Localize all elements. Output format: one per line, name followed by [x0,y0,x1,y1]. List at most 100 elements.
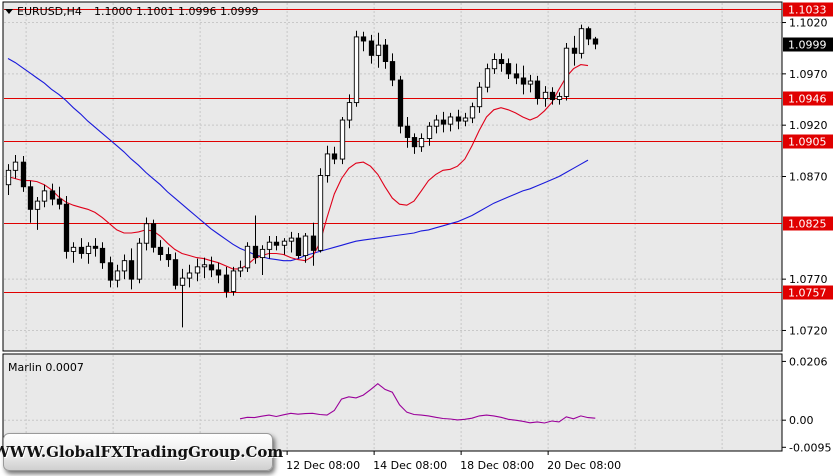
moving-average-red-line [7,64,589,270]
chart-menu-triangle-icon[interactable] [5,9,13,14]
candle-body [324,153,331,176]
candle [34,197,41,230]
candle [172,252,179,290]
candle-body [571,47,578,54]
candle-body [259,248,266,259]
level-price-label: 1.0905 [788,136,827,149]
candle-body [85,245,92,254]
candle [324,145,331,183]
candle-body [107,262,114,281]
candle-body [20,161,27,188]
candle-body [520,77,527,85]
level-price-box [783,91,833,106]
candle [99,242,106,269]
candle [513,63,520,85]
candles [5,24,599,328]
candle [462,112,469,127]
candle [56,186,63,210]
watermark-banner: WWW.GlobalFXTradingGroup.Com [0,433,283,471]
candle [368,34,375,64]
candle [288,231,295,253]
candle [571,35,578,66]
candle [215,262,222,284]
candle-body [172,259,179,286]
candle-body [230,270,237,292]
candle [382,38,389,69]
candle-body [281,240,288,246]
price-tick-label: 1.1020 [789,17,828,30]
candle [527,74,534,93]
candle [484,63,491,93]
time-axis: 12 Dec 08:00 14 Dec 08:00 18 Dec 08:00 20 D… [286,451,621,472]
price-axis: 1.1020 1.0970 1.0920 1.0870 1.0770 1.0720 1.09… [782,17,833,337]
candle [230,266,237,296]
candle-body [27,186,34,210]
candle-body [397,79,404,127]
candle [397,75,404,134]
candle-body [498,59,505,65]
candle [505,58,512,79]
level-price-box [783,134,833,149]
indicator-tick-label: 0.00 [789,414,814,427]
candle [317,168,324,253]
candle [237,260,244,278]
candle-body [375,44,382,56]
candle-body [12,161,19,171]
candle [201,257,208,279]
candle-body [534,80,541,99]
candle [534,75,541,105]
candle [578,24,585,59]
candle-body [455,116,462,122]
price-tick-label: 1.0870 [789,171,828,184]
candle-body [302,235,309,256]
candle-body [578,28,585,54]
candle [476,82,483,113]
candle [85,242,92,264]
candle-body [418,138,425,148]
candle-body [317,175,324,251]
candle [208,256,215,278]
time-tick-label: 14 Dec 08:00 [373,459,447,472]
candle-body [49,190,56,200]
candle-body [201,264,208,268]
candle-body [592,38,599,45]
candle [157,240,164,261]
candle-body [585,28,592,40]
candle-body [360,36,367,42]
candle [295,232,302,259]
level-price-label: 1.0825 [788,218,827,231]
candle [281,238,288,255]
price-tick-label: 1.0770 [789,273,828,286]
candle [520,65,527,95]
candle [63,196,70,259]
candle [107,256,114,288]
current-price-label: 1.0999 [788,39,827,52]
candle-body [368,40,375,56]
candle-body [346,102,353,121]
candle-body [136,242,143,280]
candle-body [389,61,396,81]
candle [5,164,12,195]
candle-body [527,80,534,85]
candle [455,109,462,130]
level-price-label: 1.1033 [788,4,827,17]
candle [375,32,382,68]
candle [447,112,454,132]
candle [244,242,251,272]
candle [266,236,273,259]
candle [114,264,121,288]
candle [78,238,85,259]
candle-body [549,91,556,100]
candle-body [165,254,172,261]
indicator-label: Marlin 0.0007 [8,361,84,374]
candle [150,219,157,253]
candle [389,53,396,87]
candle-body [186,272,193,279]
candle [556,92,563,105]
candle [223,266,230,298]
horizontal-levels: 1.1033 1.0946 1.0905 1.0825 1.0757 [4,2,833,300]
time-tick-label: 12 Dec 08:00 [286,459,360,472]
candle-body [288,237,295,242]
indicator-tick-label: 0.0206 [789,355,828,368]
